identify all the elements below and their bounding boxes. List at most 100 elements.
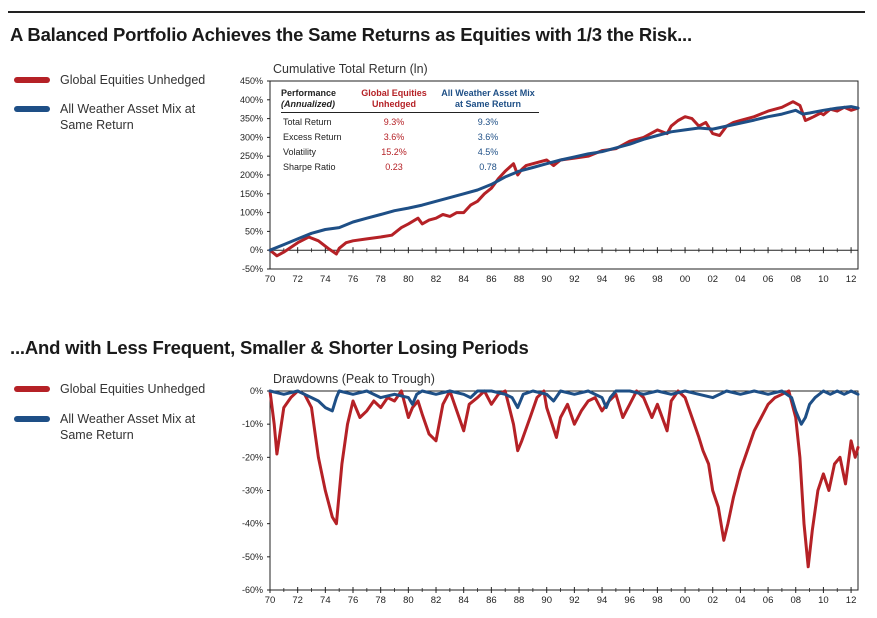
- cumulative-x-tick-label: 72: [292, 274, 303, 285]
- legend-swatch-equities: [14, 386, 50, 392]
- perf-cell-equities: 3.6%: [383, 132, 405, 142]
- cumulative-y-tick-label: 400%: [240, 95, 263, 105]
- perf-header-line: Performance: [281, 88, 337, 98]
- perf-header-line: Unhedged: [372, 99, 416, 109]
- cumulative-x-tick-label: 96: [624, 274, 635, 285]
- drawdown-x-tick-label: 96: [624, 595, 635, 606]
- drawdown-x-tick-label: 04: [735, 595, 746, 606]
- perf-cell-allweather: 4.5%: [477, 147, 499, 157]
- cumulative-x-tick-label: 80: [403, 274, 414, 285]
- drawdown-x-tick-label: 82: [431, 595, 442, 606]
- drawdown-y-tick-label: -10%: [242, 419, 263, 429]
- cumulative-y-tick-label: 350%: [240, 114, 263, 124]
- drawdown-x-tick-label: 90: [541, 595, 552, 606]
- legend-label: Global Equities Unhedged: [60, 73, 206, 87]
- cumulative-x-tick-label: 82: [431, 274, 442, 285]
- perf-header-equities: Global Equities Unhedged: [359, 88, 429, 110]
- cumulative-x-tick-label: 98: [652, 274, 663, 285]
- drawdown-x-tick-label: 84: [458, 595, 469, 606]
- drawdown-y-tick-label: -30%: [242, 486, 263, 496]
- cumulative-x-tick-label: 70: [265, 274, 276, 285]
- cumulative-y-tick-label: 150%: [240, 189, 263, 199]
- cumulative-x-tick-label: 10: [818, 274, 829, 285]
- top-rule: [8, 11, 865, 13]
- bottom-heading: ...And with Less Frequent, Smaller & Sho…: [10, 337, 529, 358]
- drawdown-x-tick-label: 06: [763, 595, 774, 606]
- legend-label: All Weather Asset Mix at Same Return: [60, 412, 196, 442]
- drawdown-x-tick-label: 74: [320, 595, 331, 606]
- cumulative-x-tick-label: 92: [569, 274, 580, 285]
- perf-header-line: Global Equities: [361, 88, 427, 98]
- perf-cell-equities: 9.3%: [383, 117, 405, 127]
- drawdown-x-tick-label: 86: [486, 595, 497, 606]
- cumulative-x-tick-label: 90: [541, 274, 552, 285]
- perf-row-label: Sharpe Ratio: [283, 162, 336, 172]
- perf-header-metric: Performance (Annualized): [281, 88, 336, 110]
- cumulative-x-tick-label: 06: [763, 274, 774, 285]
- perf-header-line: at Same Return: [454, 99, 522, 109]
- cumulative-y-tick-label: 450%: [240, 76, 263, 86]
- top-heading: A Balanced Portfolio Achieves the Same R…: [10, 24, 692, 45]
- legend-swatch-equities: [14, 77, 50, 83]
- cumulative-series-allweather: [268, 105, 860, 252]
- drawdown-series-allweather: [268, 389, 860, 426]
- drawdown-series-equities: [268, 389, 860, 569]
- drawdown-x-tick-label: 78: [375, 595, 386, 606]
- perf-header-allweather: All Weather Asset Mix at Same Return: [433, 88, 543, 110]
- cumulative-x-tick-label: 00: [680, 274, 691, 285]
- perf-row-label: Volatility: [283, 147, 317, 157]
- cumulative-x-tick-label: 78: [375, 274, 386, 285]
- drawdown-x-tick-label: 00: [680, 595, 691, 606]
- legend-label: All Weather Asset Mix at Same Return: [60, 102, 196, 132]
- cumulative-x-tick-label: 08: [790, 274, 801, 285]
- drawdown-y-tick-label: -50%: [242, 552, 263, 562]
- cumulative-x-tick-label: 12: [846, 274, 857, 285]
- perf-cell-equities: 0.23: [385, 162, 403, 172]
- cumulative-y-tick-label: 50%: [245, 226, 263, 236]
- perf-cell-allweather: 0.78: [479, 162, 497, 172]
- drawdown-x-tick-label: 72: [292, 595, 303, 606]
- drawdown-x-tick-label: 98: [652, 595, 663, 606]
- drawdown-x-tick-label: 88: [514, 595, 525, 606]
- cumulative-x-tick-label: 76: [348, 274, 359, 285]
- cumulative-y-tick-label: 300%: [240, 132, 263, 142]
- cumulative-x-tick-label: 74: [320, 274, 331, 285]
- cumulative-y-tick-label: 200%: [240, 170, 263, 180]
- perf-row-label: Excess Return: [283, 132, 342, 142]
- perf-row-label: Total Return: [283, 117, 332, 127]
- drawdown-x-tick-label: 80: [403, 595, 414, 606]
- cumulative-x-tick-label: 94: [597, 274, 608, 285]
- drawdown-plot-frame: [269, 390, 859, 591]
- chart-title-cumulative: Cumulative Total Return (ln): [273, 62, 428, 76]
- drawdown-y-tick-label: -20%: [242, 452, 263, 462]
- drawdown-x-tick-label: 12: [846, 595, 857, 606]
- perf-header-line: (Annualized): [281, 99, 335, 109]
- perf-cell-equities: 15.2%: [381, 147, 407, 157]
- cumulative-y-tick-label: 0%: [250, 245, 263, 255]
- cumulative-x-tick-label: 88: [514, 274, 525, 285]
- drawdown-y-tick-label: -40%: [242, 519, 263, 529]
- perf-header-line: All Weather Asset Mix: [441, 88, 535, 98]
- drawdown-x-tick-label: 08: [790, 595, 801, 606]
- legend-swatch-allweather: [14, 416, 50, 422]
- cumulative-x-tick-label: 04: [735, 274, 746, 285]
- drawdown-x-tick-label: 02: [707, 595, 718, 606]
- drawdown-x-tick-label: 10: [818, 595, 829, 606]
- cumulative-x-tick-label: 02: [707, 274, 718, 285]
- cumulative-y-tick-label: -50%: [242, 264, 263, 274]
- cumulative-y-tick-label: 250%: [240, 151, 263, 161]
- legend-label: Global Equities Unhedged: [60, 382, 206, 396]
- drawdown-x-tick-label: 92: [569, 595, 580, 606]
- cumulative-x-tick-label: 84: [458, 274, 469, 285]
- perf-cell-allweather: 9.3%: [477, 117, 499, 127]
- drawdown-y-tick-label: -60%: [242, 585, 263, 595]
- drawdown-x-tick-label: 70: [265, 595, 276, 606]
- perf-cell-allweather: 3.6%: [477, 132, 499, 142]
- drawdown-x-tick-label: 76: [348, 595, 359, 606]
- chart-title-drawdowns: Drawdowns (Peak to Trough): [273, 372, 435, 386]
- perf-header-rule: [281, 112, 539, 113]
- drawdown-x-tick-label: 94: [597, 595, 608, 606]
- cumulative-x-tick-label: 86: [486, 274, 497, 285]
- legend-swatch-allweather: [14, 106, 50, 112]
